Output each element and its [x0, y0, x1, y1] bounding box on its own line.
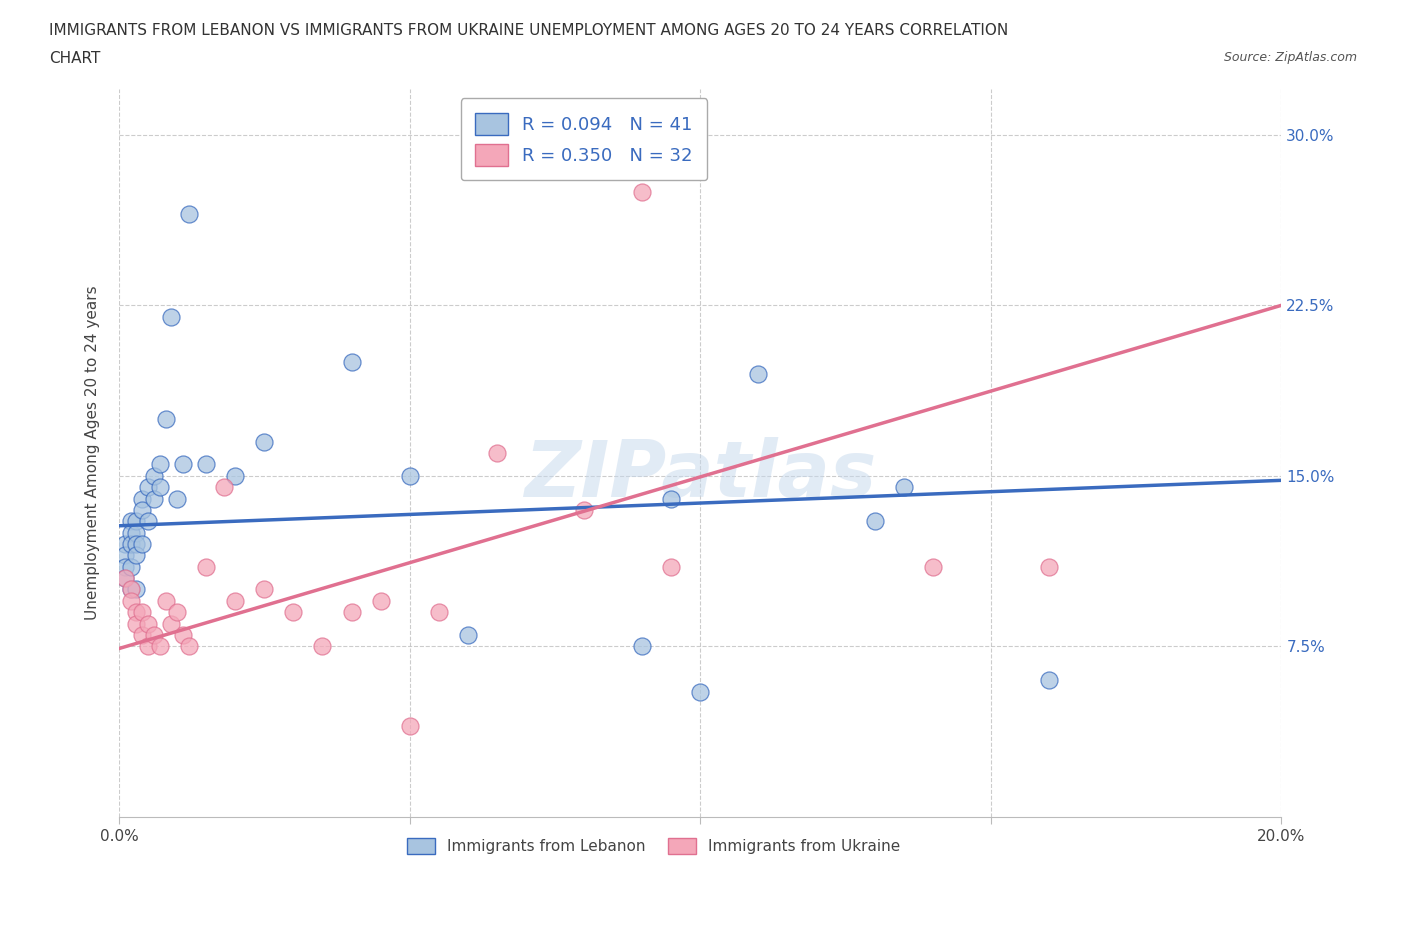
Point [131, 604, 153, 619]
Point [125, 537, 148, 551]
Point [457, 628, 479, 643]
Point [689, 684, 711, 699]
Point [177, 207, 200, 222]
Point [155, 411, 177, 426]
Point [195, 457, 218, 472]
Point [631, 639, 654, 654]
Point [149, 457, 172, 472]
Point [253, 434, 276, 449]
Point [253, 582, 276, 597]
Text: Source: ZipAtlas.com: Source: ZipAtlas.com [1223, 51, 1357, 64]
Point [747, 366, 769, 381]
Point [149, 480, 172, 495]
Point [340, 604, 363, 619]
Point [340, 354, 363, 369]
Point [120, 582, 142, 597]
Point [125, 604, 148, 619]
Point [114, 537, 136, 551]
Point [125, 548, 148, 563]
Text: CHART: CHART [49, 51, 101, 66]
Text: IMMIGRANTS FROM LEBANON VS IMMIGRANTS FROM UKRAINE UNEMPLOYMENT AMONG AGES 20 TO: IMMIGRANTS FROM LEBANON VS IMMIGRANTS FR… [49, 23, 1008, 38]
Point [120, 525, 142, 540]
Point [224, 469, 246, 484]
Point [659, 559, 682, 574]
Point [177, 639, 200, 654]
Point [1038, 673, 1060, 688]
Point [114, 571, 136, 586]
Point [114, 559, 136, 574]
Point [166, 491, 188, 506]
Point [370, 593, 392, 608]
Text: ZIPatlas: ZIPatlas [524, 437, 876, 512]
Point [863, 513, 886, 528]
Point [160, 616, 183, 631]
Point [212, 480, 235, 495]
Point [398, 718, 420, 733]
Y-axis label: Unemployment Among Ages 20 to 24 years: Unemployment Among Ages 20 to 24 years [86, 286, 100, 620]
Point [631, 184, 654, 199]
Point [114, 548, 136, 563]
Point [485, 445, 508, 460]
Point [398, 469, 420, 484]
Point [311, 639, 333, 654]
Point [136, 639, 159, 654]
Point [131, 491, 153, 506]
Point [136, 480, 159, 495]
Point [142, 628, 165, 643]
Point [155, 593, 177, 608]
Point [149, 639, 172, 654]
Point [659, 491, 682, 506]
Point [172, 457, 194, 472]
Point [120, 582, 142, 597]
Point [893, 480, 915, 495]
Point [120, 593, 142, 608]
Point [131, 628, 153, 643]
Point [125, 582, 148, 597]
Point [131, 502, 153, 517]
Point [195, 559, 218, 574]
Point [160, 310, 183, 325]
Point [125, 616, 148, 631]
Point [125, 513, 148, 528]
Point [120, 537, 142, 551]
Point [120, 513, 142, 528]
Point [136, 513, 159, 528]
Point [427, 604, 450, 619]
Point [921, 559, 943, 574]
Point [142, 469, 165, 484]
Point [142, 491, 165, 506]
Point [125, 525, 148, 540]
Point [283, 604, 305, 619]
Point [1038, 559, 1060, 574]
Point [131, 537, 153, 551]
Point [136, 616, 159, 631]
Point [572, 502, 595, 517]
Point [166, 604, 188, 619]
Point [114, 571, 136, 586]
Point [172, 628, 194, 643]
Point [224, 593, 246, 608]
Legend: Immigrants from Lebanon, Immigrants from Ukraine: Immigrants from Lebanon, Immigrants from… [401, 831, 907, 860]
Point [120, 559, 142, 574]
